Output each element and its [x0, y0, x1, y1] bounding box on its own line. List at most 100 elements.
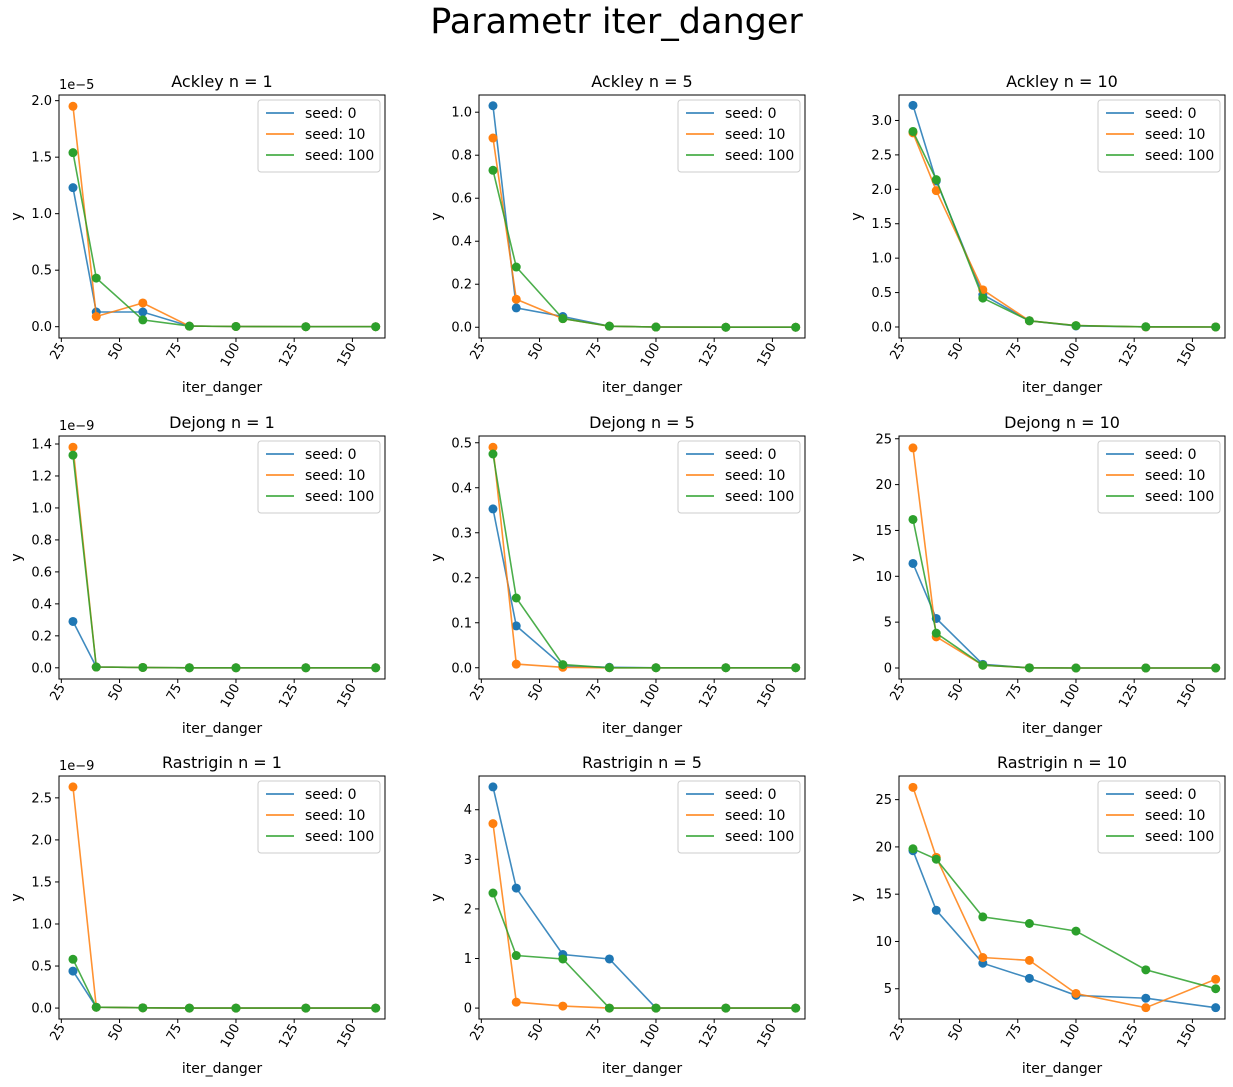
data-point-1: [1071, 988, 1081, 998]
legend-label: seed: 0: [725, 787, 776, 803]
legend-box: [677, 99, 801, 173]
y-axis-label: y: [429, 212, 445, 220]
y-tick-label: 3.0: [871, 114, 892, 129]
data-point-2: [791, 322, 801, 332]
data-point-2: [558, 660, 568, 670]
data-point-1: [908, 443, 918, 453]
data-point-1: [68, 782, 78, 792]
y-tick-label: 20: [875, 478, 892, 493]
data-point-2: [604, 321, 614, 331]
x-axis-label: iter_danger: [182, 380, 263, 396]
data-point-2: [91, 273, 101, 283]
x-tick-label: 75: [584, 341, 605, 363]
data-point-0: [1211, 1003, 1221, 1013]
y-tick-label: 1.0: [31, 207, 52, 222]
legend-label: seed: 10: [305, 808, 365, 824]
data-point-2: [558, 314, 568, 324]
legend-label: seed: 10: [305, 468, 365, 484]
x-axis-label: iter_danger: [602, 1061, 683, 1077]
x-tick-label: 25: [468, 341, 489, 363]
data-point-2: [1024, 316, 1034, 326]
y-tick-label: 2.5: [31, 791, 52, 806]
axes-frame: [478, 435, 806, 680]
legend: seed: 0 seed: 10 seed: 100: [257, 780, 381, 854]
data-point-1: [558, 1001, 568, 1011]
legend-label: seed: 0: [1145, 106, 1196, 122]
x-tick-label: 100: [638, 341, 663, 370]
series-line-0: [492, 508, 796, 669]
series-line-0: [72, 187, 376, 328]
y-tick-label: 2: [464, 902, 472, 917]
legend-label: seed: 100: [305, 489, 374, 505]
legend: seed: 0 seed: 10 seed: 100: [677, 780, 801, 854]
legend-label: seed: 0: [725, 106, 776, 122]
data-point-2: [1024, 919, 1034, 929]
data-point-1: [511, 997, 521, 1007]
legend-label: seed: 10: [1145, 808, 1205, 824]
axes-frame: [58, 775, 386, 1020]
x-tick-label: 75: [164, 341, 185, 363]
x-tick-label: 125: [696, 682, 721, 711]
subplot: Ackley n = 5 0.0 0.2 0.4 0.6 0.8 1.0 25 50 75 100 1…: [429, 72, 806, 396]
legend-label: seed: 10: [305, 127, 365, 143]
legend-box: [1097, 780, 1221, 854]
subplot: Dejong n = 1 0.0 0.2 0.4 0.6 0.8 1.0 1.2 1.4 25 50…: [9, 413, 386, 737]
data-point-2: [488, 449, 498, 459]
legend-box: [677, 440, 801, 514]
data-point-2: [791, 1003, 801, 1013]
x-tick-label: 100: [1058, 341, 1083, 370]
x-tick-label: 100: [1058, 682, 1083, 711]
x-tick-label: 100: [218, 341, 243, 370]
subplot-title: Rastrigin n = 10: [997, 753, 1127, 772]
legend: seed: 0 seed: 10 seed: 100: [257, 99, 381, 173]
subplot-title: Ackley n = 5: [591, 72, 692, 91]
data-point-1: [978, 953, 988, 963]
data-point-1: [488, 442, 498, 452]
y-tick-label: 0.0: [451, 321, 472, 336]
subplot: Rastrigin n = 1 0.0 0.5 1.0 1.5 2.0 2.5 25 50 75 1…: [9, 753, 386, 1077]
legend-label: seed: 0: [305, 106, 356, 122]
legend: seed: 0 seed: 10 seed: 100: [1097, 780, 1221, 854]
legend-label: seed: 100: [1145, 829, 1214, 845]
x-axis-label: iter_danger: [602, 380, 683, 396]
y-tick-label: 5: [884, 982, 892, 997]
x-tick-label: 125: [696, 1022, 721, 1051]
y-tick-label: 2.0: [31, 94, 52, 109]
data-point-0: [488, 782, 498, 792]
y-tick-label: 0.2: [451, 571, 472, 586]
data-point-2: [488, 165, 498, 175]
series-line-2: [72, 958, 376, 1009]
x-axis-label: iter_danger: [1022, 380, 1103, 396]
data-point-2: [371, 322, 381, 332]
x-tick-label: 100: [218, 1022, 243, 1051]
x-tick-label: 25: [888, 341, 909, 363]
x-tick-label: 50: [946, 682, 967, 704]
legend-box: [1097, 440, 1221, 514]
x-tick-label: 125: [276, 682, 301, 711]
x-tick-label: 150: [754, 682, 779, 711]
axes-frame: [898, 435, 1226, 680]
data-point-2: [231, 663, 241, 673]
data-point-2: [68, 450, 78, 460]
x-tick-label: 50: [526, 341, 547, 363]
legend-label: seed: 0: [305, 787, 356, 803]
axes-frame: [58, 435, 386, 680]
y-tick-label: 1.0: [31, 917, 52, 932]
x-tick-label: 150: [754, 341, 779, 370]
data-point-2: [908, 126, 918, 136]
legend-label: seed: 0: [1145, 787, 1196, 803]
legend-label: seed: 10: [725, 127, 785, 143]
series-line-0: [72, 970, 376, 1009]
x-tick-label: 75: [1004, 340, 1025, 362]
y-tick-label: 0.4: [31, 597, 52, 612]
legend-box: [257, 99, 381, 173]
legend-box: [257, 440, 381, 514]
data-point-0: [488, 504, 498, 514]
y-tick-label: 25: [875, 793, 892, 808]
legend: seed: 0 seed: 10 seed: 100: [677, 99, 801, 173]
legend: seed: 0 seed: 10 seed: 100: [1097, 99, 1221, 173]
y-tick-label: 0.1: [451, 616, 472, 631]
y-tick-label: 0.4: [451, 481, 472, 496]
data-point-2: [1141, 663, 1151, 673]
data-point-2: [184, 1003, 194, 1013]
